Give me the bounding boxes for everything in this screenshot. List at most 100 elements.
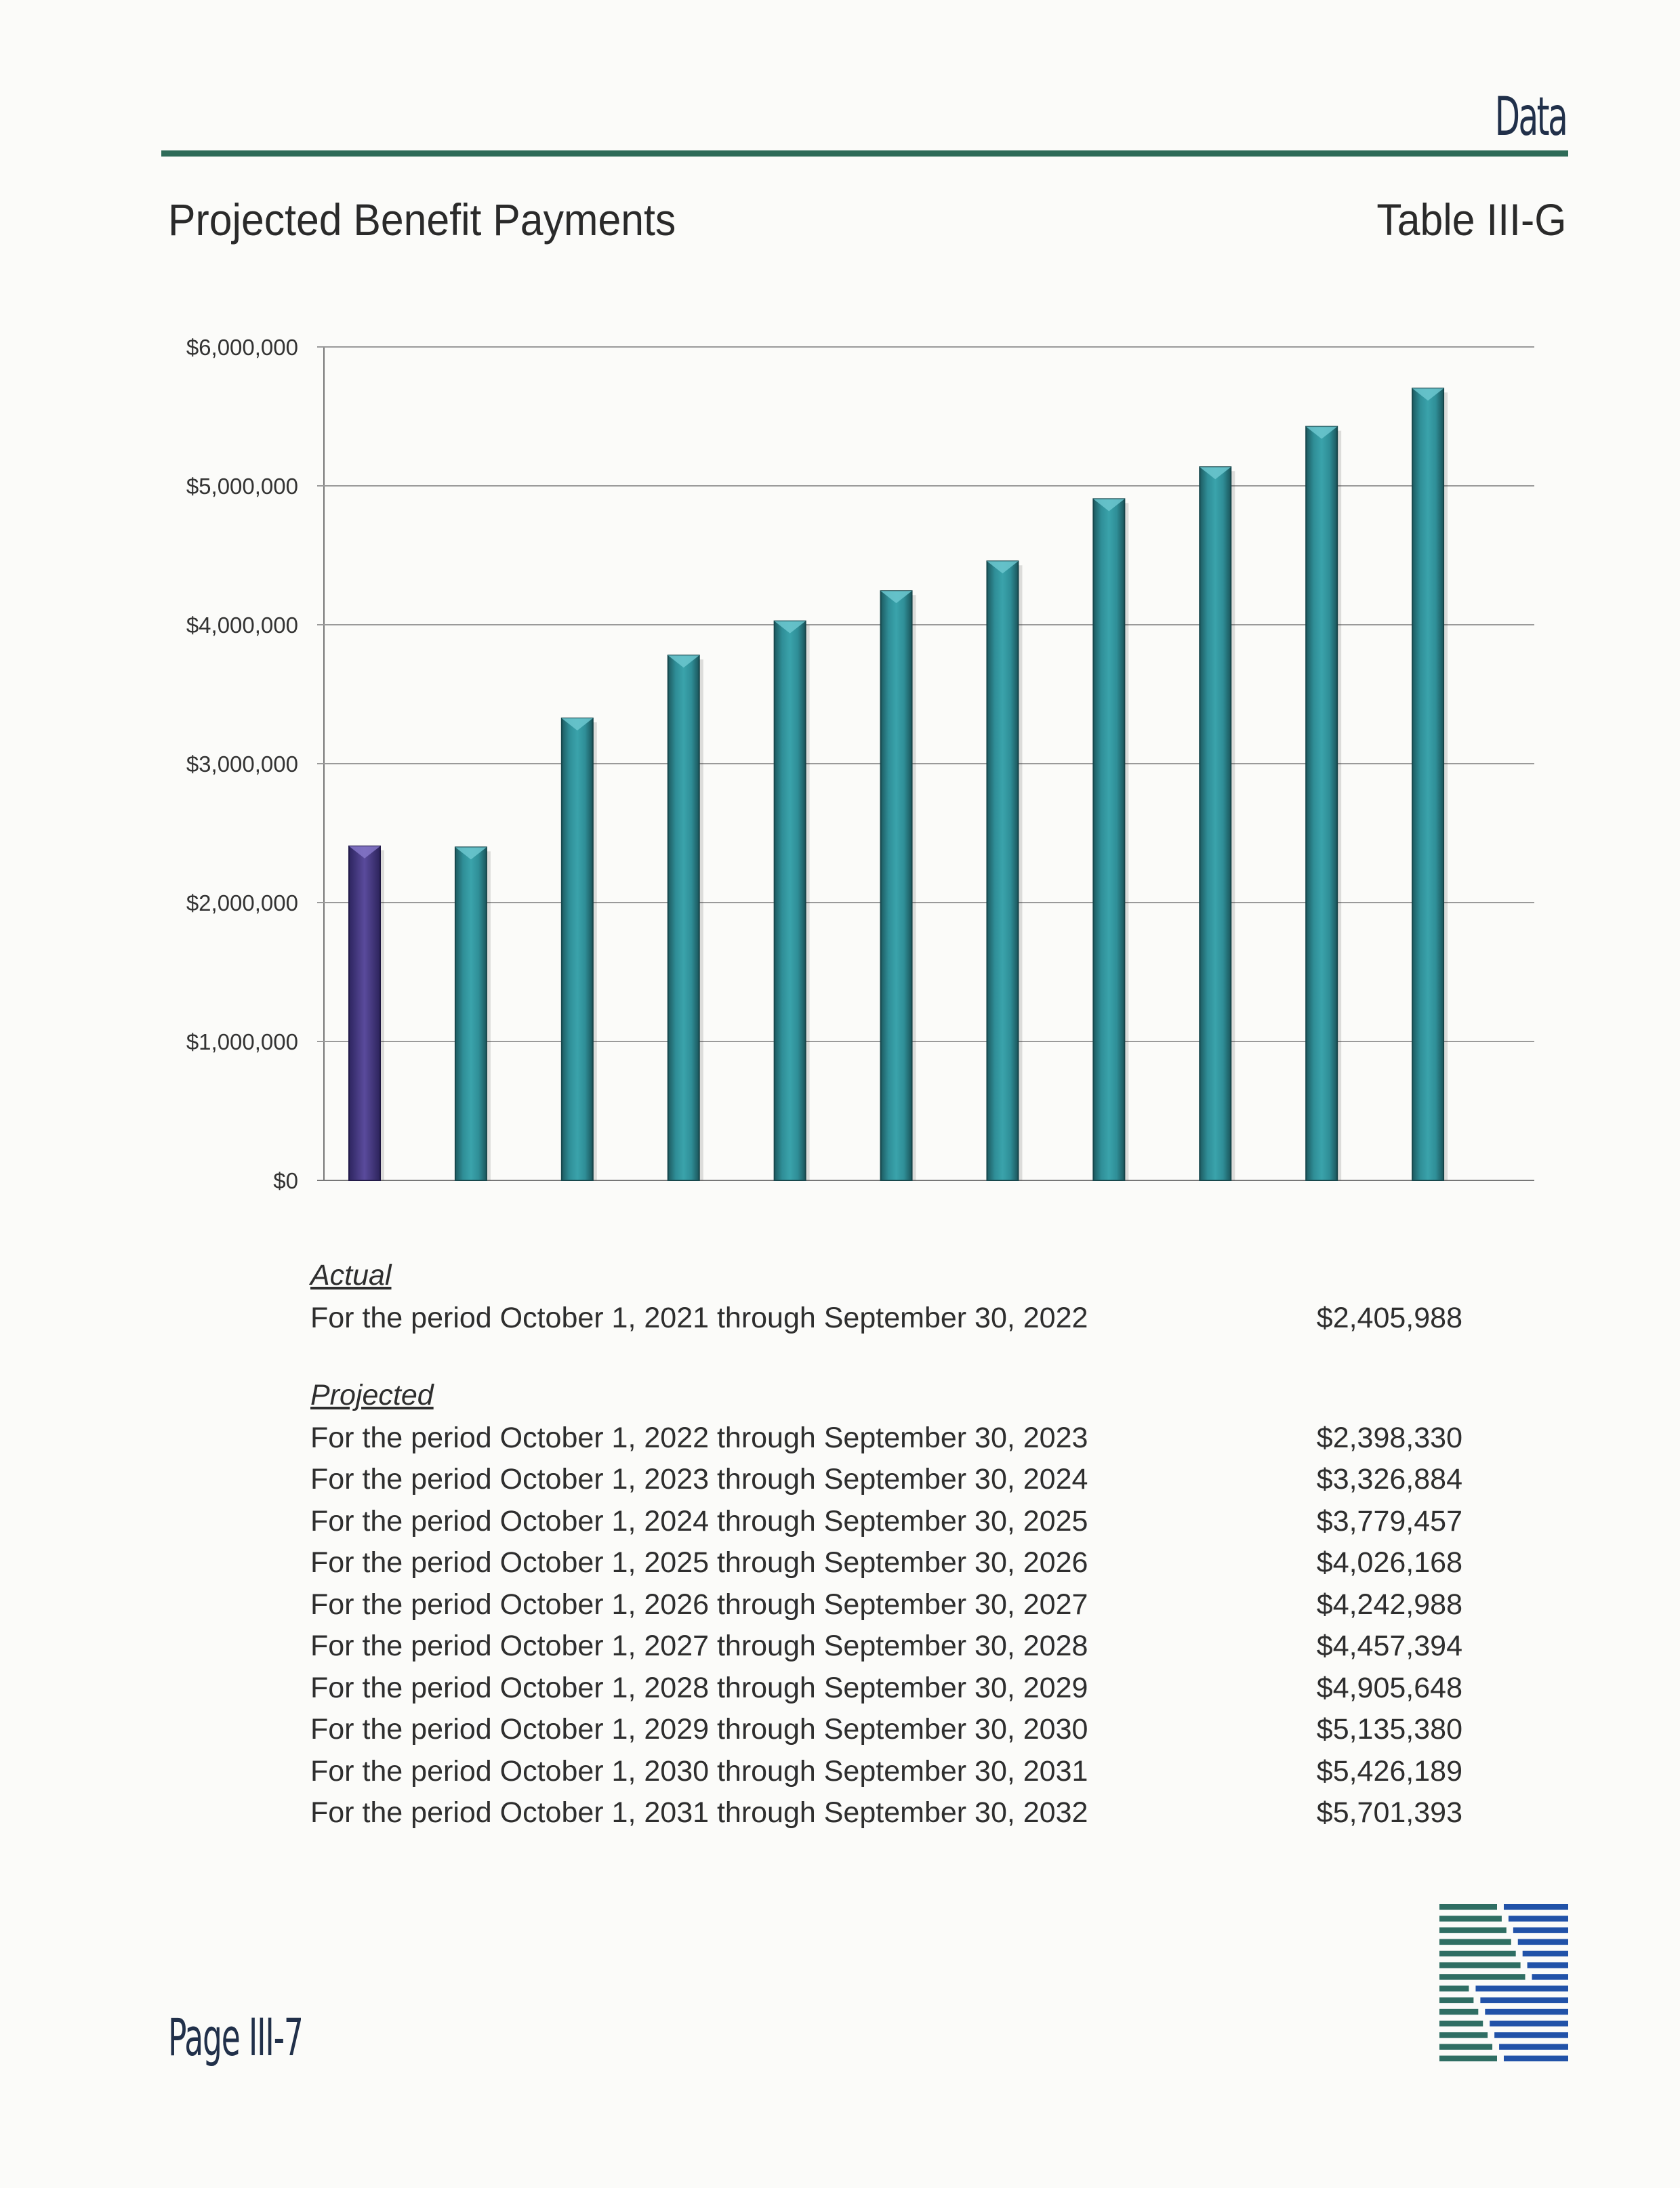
bar-body [454, 846, 487, 1182]
logo-stripe-blue [1527, 1962, 1568, 1968]
logo-stripe-blue [1480, 1997, 1568, 2004]
bar-body [348, 845, 381, 1181]
section-label: Data [1494, 87, 1568, 148]
payment-value: $3,779,457 [1316, 1504, 1462, 1537]
list-item: For the period October 1, 2024 through S… [310, 1501, 1462, 1543]
y-tick-label: $5,000,000 [186, 474, 298, 499]
bar-cap [349, 846, 380, 859]
logo-stripe-green [1439, 1962, 1521, 1968]
logo-stripe-blue [1532, 1974, 1568, 1980]
payment-value: $4,905,648 [1316, 1671, 1462, 1704]
payment-value: $4,457,394 [1316, 1630, 1462, 1662]
period-label: For the period October 1, 2025 through S… [310, 1546, 1088, 1579]
projected-group: Projected For the period October 1, 2022… [310, 1379, 1462, 1834]
logo-stripe-blue [1494, 2032, 1568, 2038]
logo-stripe-green [1439, 2055, 1497, 2062]
bar-body [1092, 498, 1126, 1181]
benefit-payments-chart: $0 $1,000,000 $2,000,000 $3,000,000 $4,000,0… [186, 335, 1534, 1193]
y-tick-label: $6,000,000 [186, 335, 298, 360]
bar-shadow [1337, 430, 1342, 1180]
period-label: For the period October 1, 2027 through S… [310, 1630, 1088, 1662]
period-label: For the period October 1, 2031 through S… [310, 1796, 1088, 1829]
list-item: For the period October 1, 2030 through S… [310, 1751, 1462, 1793]
bar-cap [561, 718, 593, 730]
logo-stripe-green [1439, 1950, 1516, 1957]
bar [1092, 498, 1129, 1181]
bar [986, 560, 1023, 1181]
logo-stripe-blue [1475, 1985, 1568, 1991]
bar-shadow [1231, 471, 1235, 1180]
list-item: For the period October 1, 2029 through S… [310, 1709, 1462, 1751]
payment-value: $3,326,884 [1316, 1463, 1462, 1495]
logo-stripe-blue [1522, 1950, 1568, 1957]
logo-stripe-green [1439, 1904, 1497, 1910]
logo-stripe-blue [1513, 1927, 1568, 1933]
bar [773, 620, 810, 1181]
payment-value: $5,135,380 [1316, 1713, 1462, 1746]
period-label: For the period October 1, 2021 through S… [310, 1302, 1088, 1334]
y-tick-label: $2,000,000 [186, 890, 298, 915]
payment-value: $4,242,988 [1316, 1588, 1462, 1621]
bar-shadow [592, 722, 597, 1180]
payment-value: $5,701,393 [1316, 1796, 1462, 1829]
period-label: For the period October 1, 2028 through S… [310, 1671, 1088, 1704]
y-tick-label: $0 [273, 1168, 298, 1193]
actual-group: Actual For the period October 1, 2021 th… [310, 1259, 1462, 1340]
projected-heading: Projected [310, 1378, 434, 1411]
page-title: Projected Benefit Payments [168, 194, 676, 245]
logo-stripe-green [1439, 1927, 1507, 1933]
page-number: Page III-7 [168, 2007, 304, 2067]
logo-stripe-blue [1490, 2021, 1568, 2027]
logo-stripe-green [1439, 1939, 1511, 1945]
list-item: For the period October 1, 2025 through S… [310, 1542, 1462, 1584]
period-label: For the period October 1, 2024 through S… [310, 1504, 1088, 1537]
bar-body [986, 560, 1019, 1181]
y-tick-label: $1,000,000 [186, 1029, 298, 1054]
logo-stripe-green [1439, 2032, 1488, 2038]
bar-shadow [805, 625, 810, 1180]
bar-body [667, 655, 700, 1181]
list-item: For the period October 1, 2028 through S… [310, 1668, 1462, 1710]
bar-cap [1306, 426, 1338, 439]
bar [454, 846, 491, 1182]
period-label: For the period October 1, 2022 through S… [310, 1421, 1088, 1454]
bar-shadow [1443, 392, 1448, 1181]
bar [880, 590, 916, 1181]
list-item: For the period October 1, 2021 through S… [310, 1298, 1462, 1340]
logo-stripe-green [1439, 1997, 1474, 2004]
header-rule [161, 150, 1568, 157]
period-label: For the period October 1, 2029 through S… [310, 1713, 1088, 1746]
logo-stripe-green [1439, 2044, 1493, 2050]
actual-heading: Actual [310, 1259, 392, 1292]
bar-shadow [380, 850, 384, 1180]
payment-value: $2,398,330 [1316, 1421, 1462, 1454]
y-tick-label: $4,000,000 [186, 613, 298, 638]
period-label: For the period October 1, 2030 through S… [310, 1754, 1088, 1788]
bar [348, 845, 384, 1181]
list-item: For the period October 1, 2027 through S… [310, 1626, 1462, 1668]
logo-stripe-green [1439, 1985, 1469, 1991]
bar-cap [1093, 499, 1125, 512]
logo-stripe-green [1439, 2021, 1483, 2027]
payment-value: $2,405,988 [1316, 1302, 1462, 1334]
bar-cap [455, 847, 487, 860]
bar [1199, 466, 1235, 1181]
bar-shadow [699, 659, 703, 1180]
striped-s-logo-icon [1439, 1904, 1568, 2062]
list-item: For the period October 1, 2022 through S… [310, 1418, 1462, 1460]
period-label: For the period October 1, 2026 through S… [310, 1588, 1088, 1621]
bar [560, 717, 597, 1181]
bar-body [560, 717, 594, 1181]
bar-shadow [911, 595, 916, 1180]
bar [1305, 426, 1342, 1181]
bar-cap [987, 561, 1019, 574]
y-tick-label: $3,000,000 [186, 751, 298, 777]
bar-cap [880, 591, 912, 604]
bar-cap [668, 655, 699, 668]
bar-body [1199, 466, 1232, 1181]
logo-stripe-blue [1508, 1916, 1568, 1922]
payments-list: Actual For the period October 1, 2021 th… [310, 1259, 1462, 1874]
logo-stripe-green [1439, 1974, 1525, 1980]
period-label: For the period October 1, 2023 through S… [310, 1463, 1088, 1495]
logo-stripe-blue [1485, 2008, 1568, 2015]
